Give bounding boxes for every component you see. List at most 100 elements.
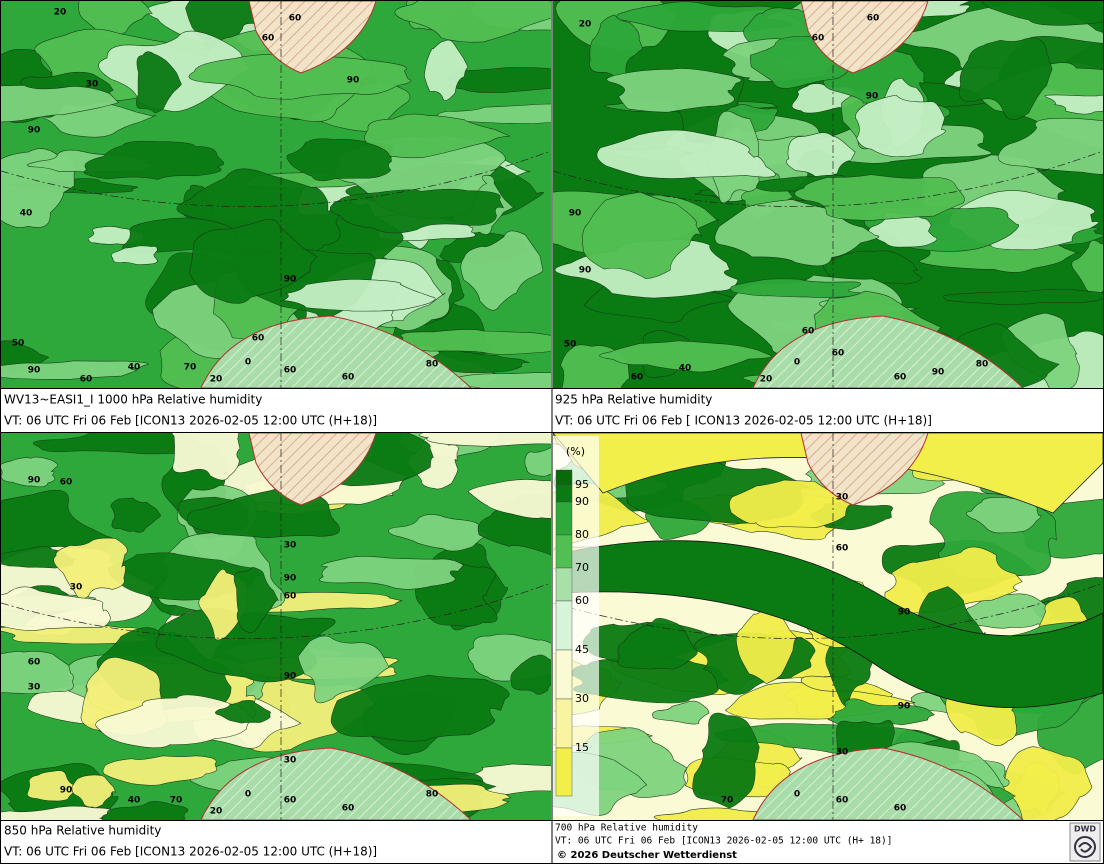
legend-swatch [555,698,573,749]
humidity-area [281,278,436,312]
legend-swatch [555,484,573,503]
graticule [553,433,1103,820]
caption-time: VT: 06 UTC Fri 06 Feb [ICON13 2026-02-05… [4,845,377,859]
humidity-area [652,700,710,725]
contour-label: 60 [802,327,815,337]
contour-label: 30 [284,541,297,551]
map-panel [1,1,551,388]
contour-label: 60 [252,334,265,344]
humidity-area [599,340,772,373]
humidity-area [330,674,510,742]
contour-label: 20 [579,20,592,30]
legend-swatch [555,600,573,651]
humidity-area [582,191,703,279]
contour-label: 90 [898,608,911,618]
contour-label: 90 [60,786,73,796]
humidity-area [794,174,965,221]
humidity-area [102,801,189,820]
contour-label: 0 [245,358,251,368]
humidity-area [71,774,117,808]
contour-label: 90 [569,209,582,219]
contour-label: 60 [28,658,41,668]
contour-label: 60 [894,373,907,383]
humidity-area [102,755,218,786]
legend-unit: (%) [566,445,585,458]
contour-label: 60 [289,14,302,24]
humidity-area [966,496,1042,534]
humidity-area [596,129,776,179]
contour-label: 60 [867,14,880,24]
contour-label: 20 [210,807,223,817]
land [752,315,1024,388]
humidity-area [589,14,644,80]
legend-swatch [555,534,573,569]
humidity-area [424,39,469,101]
contour-label: 70 [184,363,197,373]
contour-label: 60 [894,804,907,814]
graticule [1,1,551,388]
legend: (%) 95 90 80 70 60 45 30 15 [553,436,599,816]
legend-swatch [555,567,573,602]
humidity-area [26,770,78,802]
contour-label: 60 [262,34,275,44]
humidity-area [1,805,112,820]
moist-band [562,540,1103,708]
humidity-area [468,479,551,519]
humidity-area [1044,94,1103,115]
map-panel [1,433,551,820]
humidity-area [364,113,511,159]
humidity-area [460,230,544,311]
contour-label: 80 [976,360,989,370]
map-panel [553,433,1103,820]
legend-label: 90 [575,495,589,508]
legend-swatch [555,747,573,797]
map-panel [553,1,1103,388]
humidity-area [388,514,488,552]
legend-label: 95 [575,478,589,491]
contour-label: 60 [284,366,297,376]
contour-label: 90 [932,368,945,378]
legend-swatch [555,649,573,700]
graticule [1,433,551,820]
contour-label: 90 [579,266,592,276]
land [200,747,472,820]
humidity-area [981,1,1103,26]
humidity-area [329,188,504,234]
legend-swatch [555,469,573,486]
contour-label: 40 [128,363,141,373]
contour-label: 60 [60,478,73,488]
contour-label: 80 [426,790,439,800]
contour-label: 40 [679,364,692,374]
legend-label: 70 [575,561,589,574]
humidity-area [692,712,760,809]
contour-label: 0 [245,790,251,800]
contour-label: 70 [170,796,183,806]
contour-label: 0 [794,790,800,800]
contour-label: 90 [284,275,297,285]
contour-label: 20 [760,375,773,385]
contour-label: 90 [866,92,879,102]
caption-title: 850 hPa Relative humidity [4,824,161,838]
land [752,747,1024,820]
contour-label: 60 [836,544,849,554]
legend-label: 45 [575,643,589,656]
contour-label: 30 [28,683,41,693]
copyright: © 2026 Deutscher Wetterdienst [557,850,737,861]
humidity-area [884,546,1023,614]
caption-time: VT: 06 UTC Fri 06 Feb [ICON13 2026-02-05… [4,414,377,428]
humidity-area [53,537,128,600]
contour-label: 60 [284,796,297,806]
contour-label: 60 [836,796,849,806]
humidity-area [855,94,946,158]
legend-label: 30 [575,692,589,705]
humidity-area [233,566,279,633]
contour-label: 30 [70,583,83,593]
humidity-area [188,219,318,304]
contour-label: 80 [426,360,439,370]
contour-label: 90 [28,476,41,486]
humidity-area [215,700,272,724]
humidity-area [1,586,112,631]
